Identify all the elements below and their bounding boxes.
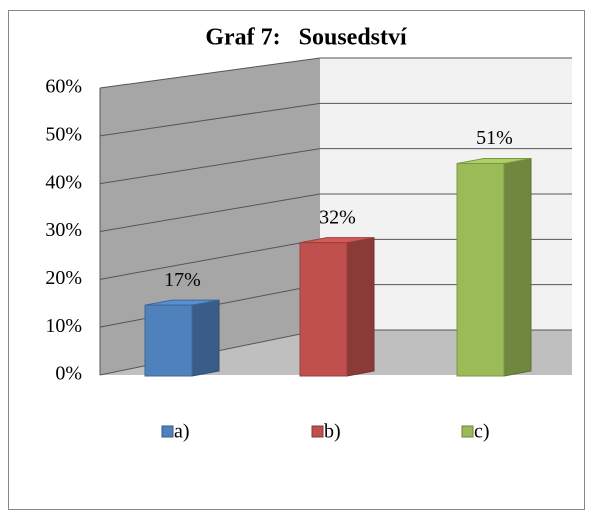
y-tick-label: 10% xyxy=(45,315,82,337)
bar xyxy=(299,242,348,377)
bar-side xyxy=(346,237,375,377)
y-tick-label: 60% xyxy=(45,76,82,98)
data-label: 51% xyxy=(476,127,513,149)
grid-line xyxy=(99,102,321,137)
y-tick-label: 40% xyxy=(45,171,82,193)
y-tick-label: 0% xyxy=(55,363,82,385)
grid-line xyxy=(99,57,321,89)
data-label: 17% xyxy=(164,269,201,291)
legend-swatch xyxy=(161,425,174,438)
bar xyxy=(144,304,193,377)
y-tick-label: 30% xyxy=(45,219,82,241)
grid-line xyxy=(99,148,321,185)
legend-label: a) xyxy=(174,421,190,443)
legend-label: b) xyxy=(324,421,341,443)
y-tick-label: 20% xyxy=(45,267,82,289)
y-tick-label: 50% xyxy=(45,123,82,145)
data-label: 32% xyxy=(319,206,356,228)
grid-line xyxy=(99,238,321,280)
chart-title: Graf 7: Sousedství xyxy=(205,25,407,51)
legend-swatch xyxy=(461,425,474,438)
legend-swatch xyxy=(311,425,324,438)
grid-line xyxy=(99,193,321,232)
bar xyxy=(456,163,505,377)
bar-side xyxy=(191,299,220,377)
bar-side xyxy=(503,157,532,377)
legend-label: c) xyxy=(474,421,490,443)
